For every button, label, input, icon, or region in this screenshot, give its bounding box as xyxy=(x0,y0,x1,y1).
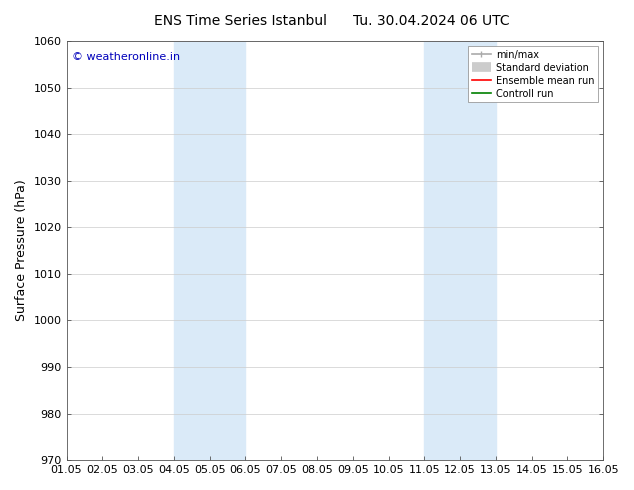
Text: Tu. 30.04.2024 06 UTC: Tu. 30.04.2024 06 UTC xyxy=(353,14,510,28)
Bar xyxy=(424,41,496,460)
Bar xyxy=(174,41,245,460)
Legend: min/max, Standard deviation, Ensemble mean run, Controll run: min/max, Standard deviation, Ensemble me… xyxy=(468,46,598,102)
Text: © weatheronline.in: © weatheronline.in xyxy=(72,51,180,62)
Y-axis label: Surface Pressure (hPa): Surface Pressure (hPa) xyxy=(15,180,28,321)
Text: ENS Time Series Istanbul: ENS Time Series Istanbul xyxy=(155,14,327,28)
